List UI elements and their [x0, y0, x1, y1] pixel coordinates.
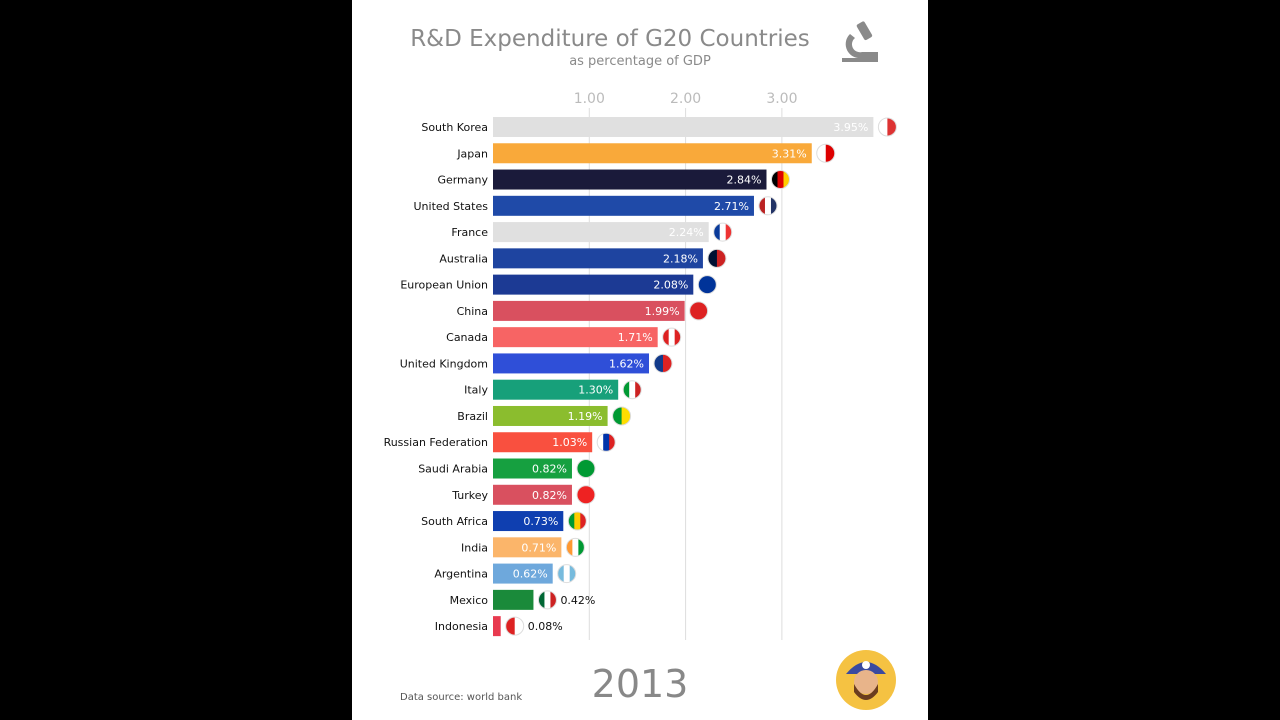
bar — [493, 195, 754, 216]
category-label: South Africa — [421, 515, 488, 528]
value-label: 2.71% — [714, 200, 749, 213]
flag-icon — [697, 275, 717, 295]
value-label: 1.99% — [645, 305, 680, 318]
flag-icon — [565, 537, 585, 557]
x-tick-label: 2.00 — [670, 91, 701, 107]
value-label: 1.62% — [609, 357, 644, 370]
bar — [493, 589, 534, 610]
flag-icon — [662, 327, 682, 347]
category-label: France — [451, 226, 488, 239]
flag-icon — [653, 353, 673, 373]
category-label: Mexico — [450, 594, 489, 607]
flag-icon — [612, 406, 632, 426]
flag-icon — [877, 117, 897, 137]
category-label: Canada — [446, 331, 488, 344]
bar — [493, 432, 593, 453]
flag-icon — [713, 222, 733, 242]
microscope-icon — [842, 21, 878, 62]
value-label: 0.08% — [528, 620, 563, 633]
value-label: 0.71% — [521, 541, 556, 554]
bar — [493, 327, 658, 348]
value-label: 0.62% — [513, 568, 548, 581]
bar — [493, 353, 650, 374]
bar — [493, 169, 767, 190]
flag-icon — [707, 248, 727, 268]
value-label: 0.82% — [532, 463, 567, 476]
chart-title: R&D Expenditure of G20 Countries — [410, 26, 810, 52]
category-label: Turkey — [451, 489, 488, 502]
bar — [493, 379, 619, 400]
bar — [493, 300, 685, 321]
value-label: 1.30% — [578, 384, 613, 397]
bar — [493, 458, 572, 479]
bar-chart: 1.00 2.00 3.00 South Korea 3.95% Japan 3.31% Ge… — [384, 91, 897, 640]
category-label: Indonesia — [435, 620, 488, 633]
category-label: Brazil — [457, 410, 488, 423]
bar — [493, 616, 501, 637]
bar — [493, 484, 572, 505]
value-label: 1.03% — [552, 436, 587, 449]
flag-icon — [816, 143, 836, 163]
value-label: 0.82% — [532, 489, 567, 502]
category-label: Argentina — [434, 568, 488, 581]
category-label: European Union — [400, 279, 488, 292]
category-label: Japan — [456, 147, 488, 160]
value-label: 3.95% — [833, 121, 868, 134]
value-label: 2.18% — [663, 252, 698, 265]
flag-icon — [567, 511, 587, 531]
category-label: Saudi Arabia — [418, 463, 488, 476]
bar — [493, 143, 812, 164]
bar — [493, 274, 694, 295]
category-label: Italy — [464, 384, 488, 397]
flag-icon — [537, 590, 557, 610]
x-tick-label: 3.00 — [766, 91, 797, 107]
value-label: 1.19% — [568, 410, 603, 423]
category-label: South Korea — [421, 121, 488, 134]
bar — [493, 537, 562, 558]
category-label: Germany — [437, 174, 488, 187]
category-label: China — [457, 305, 488, 318]
bar — [493, 248, 703, 269]
piechartpirate-logo — [836, 650, 896, 710]
bar — [493, 405, 608, 426]
flag-icon — [758, 196, 778, 216]
bar — [493, 117, 874, 137]
value-label: 2.24% — [669, 226, 704, 239]
x-tick-label: 1.00 — [574, 91, 605, 107]
flag-icon — [576, 485, 596, 505]
chart-subtitle: as percentage of GDP — [569, 54, 711, 69]
data-source: Data source: world bank — [400, 692, 523, 703]
flag-icon — [622, 380, 642, 400]
flag-icon — [576, 459, 596, 479]
value-label: 0.42% — [560, 594, 595, 607]
chart-panel: R&D Expenditure of G20 Countries as perc… — [352, 0, 928, 720]
category-label: United Kingdom — [400, 357, 488, 370]
bar — [493, 563, 553, 584]
flag-icon — [689, 301, 709, 321]
category-label: India — [461, 541, 488, 554]
value-label: 2.84% — [727, 174, 762, 187]
flag-icon — [596, 432, 616, 452]
flag-icon — [557, 564, 577, 584]
bar — [493, 511, 564, 532]
value-label: 1.71% — [618, 331, 653, 344]
value-label: 2.08% — [653, 279, 688, 292]
value-label: 3.31% — [772, 147, 807, 160]
bar — [493, 222, 709, 243]
flag-icon — [505, 616, 525, 636]
flag-icon — [770, 170, 790, 190]
category-label: Australia — [439, 252, 488, 265]
category-label: United States — [414, 200, 489, 213]
category-label: Russian Federation — [384, 436, 488, 449]
year-label: 2013 — [591, 662, 689, 706]
value-label: 0.73% — [523, 515, 558, 528]
